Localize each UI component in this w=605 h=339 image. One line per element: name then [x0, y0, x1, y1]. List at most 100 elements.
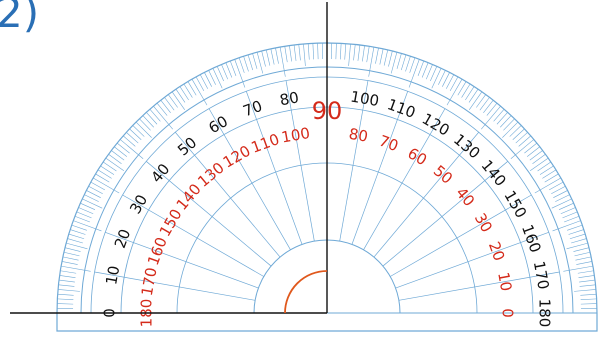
degree-tick	[358, 45, 360, 61]
degree-tick	[391, 52, 397, 73]
inner-scale-label: 100	[280, 124, 311, 147]
degree-tick	[552, 199, 572, 208]
degree-tick	[60, 275, 76, 277]
degree-tick	[106, 158, 124, 171]
inner-scale-label: 40	[452, 184, 478, 210]
degree-tick	[581, 299, 597, 300]
inner-scale-label: 60	[404, 144, 430, 169]
outer-scale-label: 150	[500, 187, 530, 221]
degree-tick	[579, 275, 595, 277]
degree-tick	[289, 46, 291, 62]
degree-tick	[561, 208, 576, 214]
degree-tick	[70, 230, 85, 235]
inner-scale-label: 80	[347, 125, 369, 146]
degree-tick	[275, 48, 278, 64]
outer-scale-label: 30	[126, 191, 151, 217]
degree-tick	[570, 234, 585, 239]
inner-scale-label: 20	[485, 239, 508, 263]
degree-tick	[483, 100, 493, 113]
degree-tick	[367, 46, 370, 62]
degree-tick	[61, 266, 91, 271]
degree-tick	[465, 87, 474, 100]
degree-tick	[313, 43, 314, 59]
degree-tick	[345, 44, 346, 60]
degree-tick	[401, 55, 406, 70]
degree-tick	[150, 109, 160, 121]
degree-tick	[109, 154, 122, 163]
degree-tick	[469, 89, 478, 102]
degree-tick	[540, 166, 553, 175]
degree-tick	[165, 97, 175, 110]
outer-scale-label: 50	[174, 133, 200, 159]
degree-tick	[576, 261, 592, 264]
degree-tick	[130, 129, 142, 140]
degree-tick	[67, 239, 82, 243]
degree-tick	[180, 87, 189, 100]
degree-tick	[57, 299, 73, 300]
degree-tick	[266, 50, 270, 66]
degree-tick	[66, 243, 87, 249]
degree-tick	[564, 216, 579, 222]
degree-tick	[580, 285, 596, 287]
inner-scale-label: 120	[220, 142, 254, 172]
degree-tick	[532, 154, 545, 163]
outer-scale-label: 60	[205, 112, 231, 137]
degree-tick	[516, 132, 528, 143]
degree-tick	[388, 51, 392, 67]
degree-tick	[511, 139, 534, 158]
degree-tick	[146, 112, 157, 124]
degree-tick	[340, 43, 341, 59]
degree-tick	[380, 49, 383, 65]
degree-tick	[294, 45, 296, 61]
inner-scale-label: 70	[377, 132, 401, 155]
outer-scale-label: 20	[111, 227, 134, 251]
degree-tick	[500, 116, 511, 128]
degree-tick	[397, 53, 401, 68]
outer-scale-label: 70	[241, 97, 265, 120]
degree-tick	[58, 289, 80, 291]
inner-scale-label: 130	[194, 159, 228, 191]
degree-tick	[213, 68, 222, 88]
outer-scale-label: 80	[278, 88, 300, 109]
degree-tick	[574, 289, 596, 291]
degree-tick	[503, 119, 514, 131]
degree-tick	[253, 53, 257, 68]
inner-scale-label: 0	[499, 308, 517, 318]
degree-tick	[60, 271, 76, 274]
degree-tick	[161, 100, 171, 113]
degree-tick	[476, 95, 485, 108]
inner-scale-label: 30	[471, 210, 496, 236]
degree-tick	[336, 43, 337, 59]
degree-tick	[510, 125, 522, 136]
degree-tick	[462, 84, 470, 98]
degree-tick	[176, 89, 185, 102]
degree-tick	[418, 61, 424, 76]
inner-scale-label: 110	[249, 130, 282, 157]
degree-tick	[285, 46, 288, 62]
degree-tick	[502, 122, 518, 138]
outer-scale-label: 120	[419, 110, 453, 140]
degree-tick	[422, 63, 428, 78]
inner-scale-label: 150	[156, 206, 186, 240]
degree-tick	[114, 147, 127, 157]
degree-tick	[349, 44, 351, 66]
degree-tick	[239, 58, 244, 73]
degree-tick	[574, 252, 590, 256]
degree-tick	[375, 48, 378, 64]
degree-tick	[469, 92, 482, 110]
degree-tick	[432, 68, 441, 88]
degree-tick	[530, 151, 543, 161]
degree-tick	[519, 136, 531, 146]
degree-tick	[567, 225, 582, 230]
degree-tick	[575, 257, 591, 260]
degree-tick	[222, 64, 228, 79]
degree-tick	[563, 266, 593, 271]
degree-tick	[184, 84, 192, 98]
degree-tick	[262, 51, 266, 67]
degree-tick	[78, 208, 93, 214]
outer-scale-label: 170	[530, 260, 553, 291]
degree-tick	[57, 304, 73, 305]
degree-tick	[369, 47, 374, 77]
degree-tick	[354, 44, 356, 60]
degree-tick	[571, 239, 586, 243]
